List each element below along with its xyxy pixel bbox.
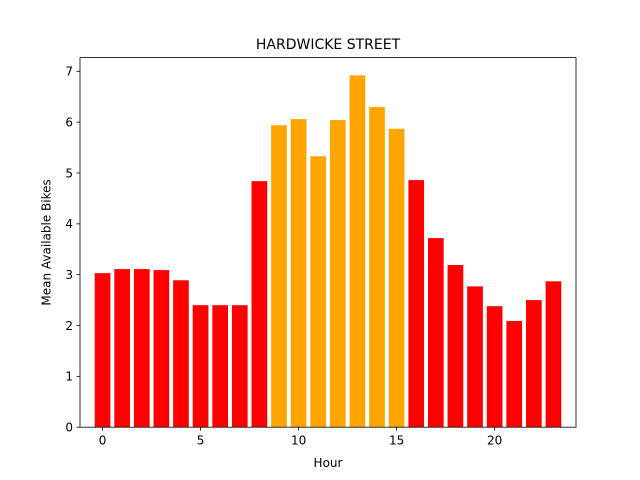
x-ticks-group: 0 5 10 15 20: [99, 427, 502, 448]
x-tick-label: 10: [291, 434, 306, 448]
bar-hour-7: [231, 305, 248, 428]
y-tick-label: 2: [65, 319, 73, 333]
bar-hour-15: [388, 128, 405, 428]
bar-hour-18: [447, 265, 464, 428]
bar-hour-3: [153, 270, 170, 428]
y-axis-label: Mean Available Bikes: [40, 179, 54, 305]
bar-hour-0: [94, 273, 111, 428]
bar-hour-12: [329, 120, 346, 428]
bar-hour-1: [114, 269, 130, 428]
bar-hour-11: [310, 156, 327, 428]
bar-hour-17: [427, 238, 444, 428]
bar-hour-19: [467, 286, 483, 428]
bar-hour-4: [173, 280, 189, 428]
chart-title: HARDWICKE STREET: [256, 37, 401, 53]
x-tick-label: 15: [389, 434, 404, 448]
bar-hour-2: [133, 269, 150, 428]
bar-hour-21: [506, 320, 523, 428]
bars-group: [94, 75, 562, 428]
bar-hour-10: [290, 119, 307, 428]
x-tick-label: 20: [487, 434, 502, 448]
bar-hour-16: [408, 180, 425, 428]
y-tick-label: 6: [65, 115, 73, 129]
y-tick-label: 1: [65, 370, 73, 384]
bar-hour-23: [545, 281, 562, 428]
y-tick-label: 4: [65, 217, 73, 231]
y-tick-label: 5: [65, 166, 73, 180]
x-tick-label: 5: [197, 434, 205, 448]
bar-hour-8: [251, 181, 268, 428]
x-axis-label: Hour: [314, 456, 343, 470]
bar-hour-5: [192, 305, 209, 428]
bar-hour-9: [271, 125, 287, 428]
y-tick-label: 0: [65, 421, 73, 435]
x-tick-label: 0: [99, 434, 107, 448]
bar-hour-20: [486, 306, 503, 428]
bar-hour-6: [212, 305, 229, 428]
plot-frame: [79, 57, 577, 428]
y-tick-label: 3: [65, 268, 73, 282]
bar-hour-13: [349, 75, 366, 428]
y-ticks-group: 0 1 2 3 4 5 6 7: [65, 65, 80, 435]
y-tick-label: 7: [65, 65, 73, 79]
bar-hour-22: [526, 300, 542, 428]
bar-hour-14: [369, 106, 385, 428]
